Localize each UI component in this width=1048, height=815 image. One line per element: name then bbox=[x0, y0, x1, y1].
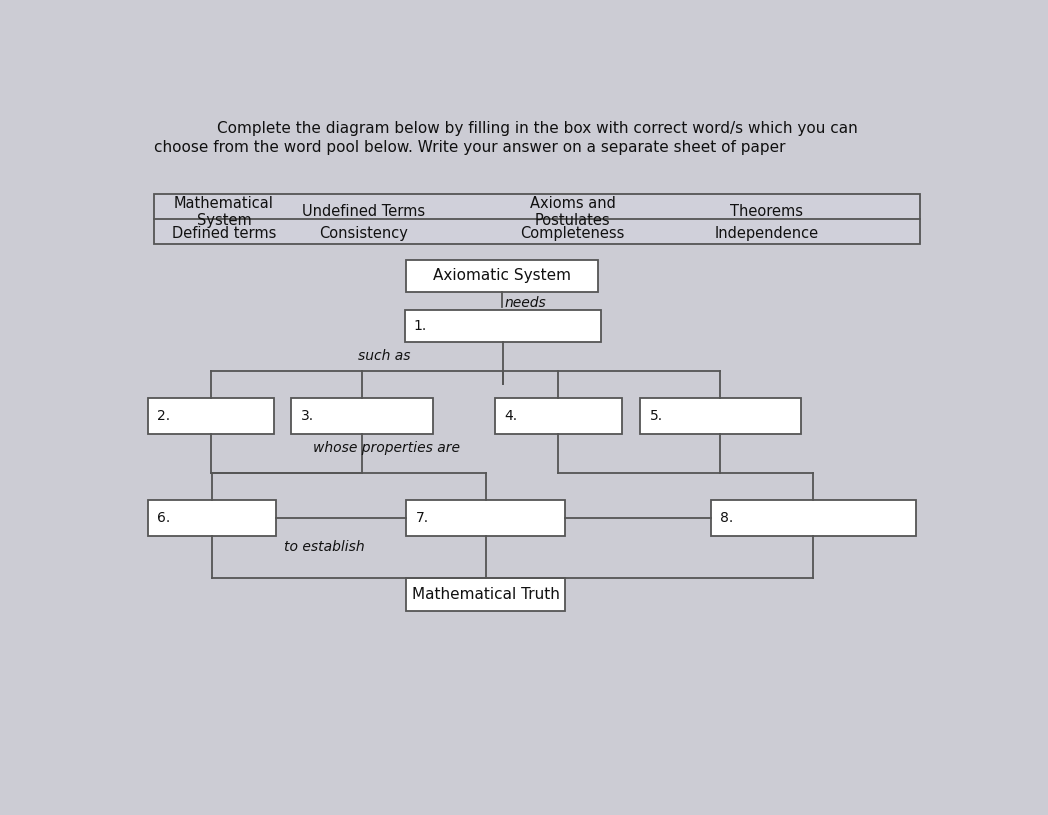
Text: 1.: 1. bbox=[414, 319, 428, 333]
Bar bbox=[291, 398, 433, 434]
Text: Theorems: Theorems bbox=[730, 205, 803, 219]
Bar bbox=[405, 310, 601, 341]
Text: choose from the word pool below. Write your answer on a separate sheet of paper: choose from the word pool below. Write y… bbox=[154, 140, 786, 155]
Text: needs: needs bbox=[504, 296, 546, 310]
Text: Completeness: Completeness bbox=[521, 226, 625, 240]
Bar bbox=[407, 259, 598, 292]
Text: 5.: 5. bbox=[650, 409, 662, 423]
Text: Defined terms: Defined terms bbox=[172, 226, 277, 240]
Text: Axiomatic System: Axiomatic System bbox=[433, 268, 571, 283]
Text: such as: such as bbox=[358, 349, 411, 363]
Text: Axioms and
Postulates: Axioms and Postulates bbox=[530, 196, 615, 228]
Text: 2.: 2. bbox=[157, 409, 171, 423]
Text: Undefined Terms: Undefined Terms bbox=[302, 205, 425, 219]
Bar bbox=[154, 194, 920, 244]
Text: 4.: 4. bbox=[504, 409, 518, 423]
Text: Consistency: Consistency bbox=[319, 226, 408, 240]
Bar bbox=[711, 500, 916, 536]
Text: Mathematical
System: Mathematical System bbox=[174, 196, 274, 228]
Bar bbox=[496, 398, 621, 434]
Text: Mathematical Truth: Mathematical Truth bbox=[412, 587, 560, 602]
Text: 8.: 8. bbox=[720, 511, 734, 525]
Bar bbox=[407, 500, 565, 536]
Text: 6.: 6. bbox=[157, 511, 171, 525]
Bar bbox=[640, 398, 801, 434]
Bar bbox=[148, 398, 275, 434]
Text: to establish: to establish bbox=[284, 540, 365, 554]
Text: Complete the diagram below by filling in the box with correct word/s which you c: Complete the diagram below by filling in… bbox=[217, 121, 857, 136]
Text: Independence: Independence bbox=[715, 226, 818, 240]
Text: 3.: 3. bbox=[301, 409, 313, 423]
Bar bbox=[148, 500, 276, 536]
Text: whose properties are: whose properties are bbox=[313, 441, 460, 455]
Bar bbox=[407, 579, 565, 610]
Text: 7.: 7. bbox=[415, 511, 429, 525]
